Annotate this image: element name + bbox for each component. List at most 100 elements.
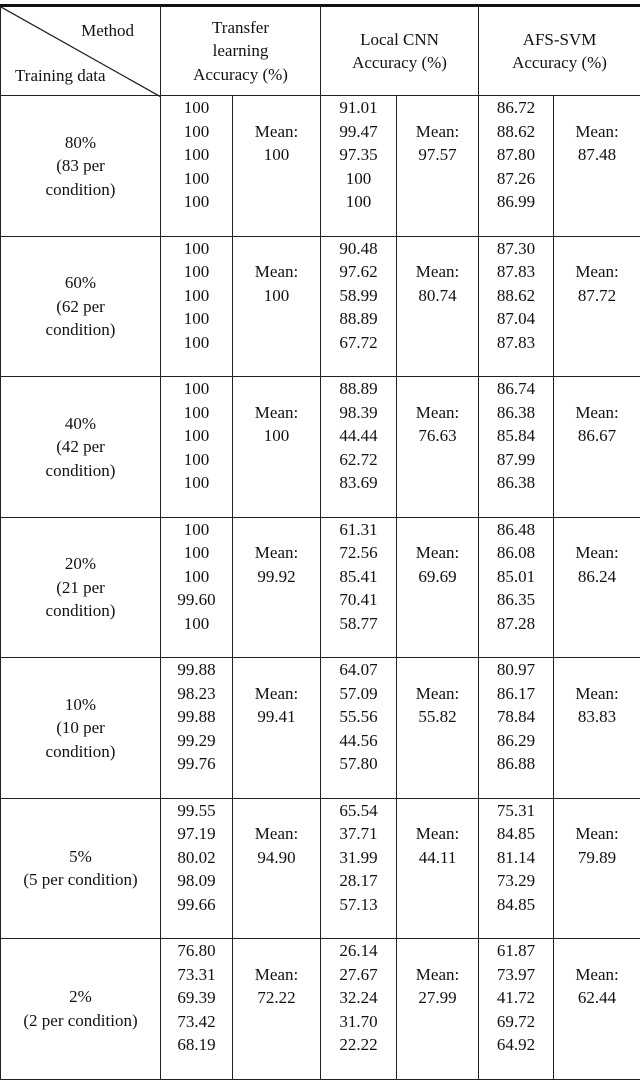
accuracy-value: 100 [161, 167, 232, 191]
accuracy-value: 88.62 [479, 120, 553, 144]
svm-mean-cell: Mean: 87.72 [554, 236, 640, 377]
transfer-mean-cell: Mean: 100 [233, 236, 321, 377]
mean-value: 44.11 [397, 846, 478, 870]
mean-label: Mean: [233, 260, 320, 284]
accuracy-value: 100 [321, 190, 396, 214]
mean-label: Mean: [554, 822, 640, 846]
accuracy-value: 86.29 [479, 729, 553, 753]
accuracy-value: 78.84 [479, 705, 553, 729]
cnn-mean-cell: Mean: 97.57 [397, 96, 479, 237]
accuracy-value: 86.74 [479, 377, 553, 401]
accuracy-value: 99.66 [161, 893, 232, 917]
accuracy-value: 100 [161, 260, 232, 284]
training-line: 60% [1, 271, 160, 295]
mean-label: Mean: [554, 120, 640, 144]
accuracy-value: 87.26 [479, 167, 553, 191]
accuracy-value: 44.44 [321, 424, 396, 448]
mean-label: Mean: [233, 963, 320, 987]
accuracy-value: 100 [161, 96, 232, 120]
accuracy-value: 86.99 [479, 190, 553, 214]
accuracy-value: 31.99 [321, 846, 396, 870]
svm-mean-cell: Mean: 62.44 [554, 939, 640, 1080]
accuracy-value: 99.88 [161, 705, 232, 729]
mean-label: Mean: [554, 401, 640, 425]
accuracy-value: 57.13 [321, 893, 396, 917]
mean-label: Mean: [397, 401, 478, 425]
accuracy-value: 100 [161, 307, 232, 331]
header-line: Accuracy (%) [161, 63, 320, 87]
training-line: condition) [1, 599, 160, 623]
mean-label: Mean: [397, 260, 478, 284]
accuracy-value: 86.08 [479, 541, 553, 565]
training-line: condition) [1, 459, 160, 483]
transfer-mean-cell: Mean: 99.92 [233, 517, 321, 658]
svm-mean-cell: Mean: 87.48 [554, 96, 640, 237]
accuracy-value: 100 [161, 401, 232, 425]
cnn-mean-cell: Mean: 69.69 [397, 517, 479, 658]
accuracy-value: 72.56 [321, 541, 396, 565]
accuracy-value: 88.89 [321, 307, 396, 331]
accuracy-value: 73.31 [161, 963, 232, 987]
accuracy-value: 76.80 [161, 939, 232, 963]
accuracy-value: 85.84 [479, 424, 553, 448]
accuracy-value: 86.88 [479, 752, 553, 776]
mean-label: Mean: [233, 822, 320, 846]
transfer-mean-cell: Mean: 94.90 [233, 798, 321, 939]
accuracy-value: 87.83 [479, 260, 553, 284]
accuracy-value: 31.70 [321, 1010, 396, 1034]
accuracy-value: 61.31 [321, 518, 396, 542]
mean-value: 99.92 [233, 565, 320, 589]
accuracy-value: 22.22 [321, 1033, 396, 1057]
header-local-cnn: Local CNN Accuracy (%) [321, 6, 479, 96]
accuracy-value: 26.14 [321, 939, 396, 963]
accuracy-value: 28.17 [321, 869, 396, 893]
transfer-mean-cell: Mean: 99.41 [233, 658, 321, 799]
mean-label: Mean: [397, 822, 478, 846]
accuracy-value: 97.62 [321, 260, 396, 284]
training-line: (10 per [1, 716, 160, 740]
accuracy-value: 86.17 [479, 682, 553, 706]
accuracy-value: 100 [161, 284, 232, 308]
accuracy-value: 100 [161, 541, 232, 565]
accuracy-value: 44.56 [321, 729, 396, 753]
mean-value: 76.63 [397, 424, 478, 448]
accuracy-value: 84.85 [479, 893, 553, 917]
diagonal-header-cell: Method Training data [1, 6, 161, 96]
accuracy-value: 100 [161, 190, 232, 214]
accuracy-value: 88.62 [479, 284, 553, 308]
accuracy-value: 100 [161, 518, 232, 542]
mean-value: 86.67 [554, 424, 640, 448]
method-label: Method [81, 19, 134, 43]
svm-mean-cell: Mean: 86.24 [554, 517, 640, 658]
training-line: 80% [1, 131, 160, 155]
accuracy-value: 97.35 [321, 143, 396, 167]
accuracy-value: 100 [161, 143, 232, 167]
mean-label: Mean: [554, 682, 640, 706]
mean-label: Mean: [554, 963, 640, 987]
accuracy-value: 57.80 [321, 752, 396, 776]
accuracy-value: 97.19 [161, 822, 232, 846]
mean-label: Mean: [397, 963, 478, 987]
accuracy-value: 86.48 [479, 518, 553, 542]
header-line: Accuracy (%) [321, 51, 478, 75]
transfer-mean-cell: Mean: 72.22 [233, 939, 321, 1080]
training-data-cell: 2%(2 per condition) [1, 939, 161, 1080]
accuracy-value: 32.24 [321, 986, 396, 1010]
accuracy-value: 98.23 [161, 682, 232, 706]
mean-value: 80.74 [397, 284, 478, 308]
accuracy-value: 87.04 [479, 307, 553, 331]
header-transfer-learning: Transfer learning Accuracy (%) [161, 6, 321, 96]
